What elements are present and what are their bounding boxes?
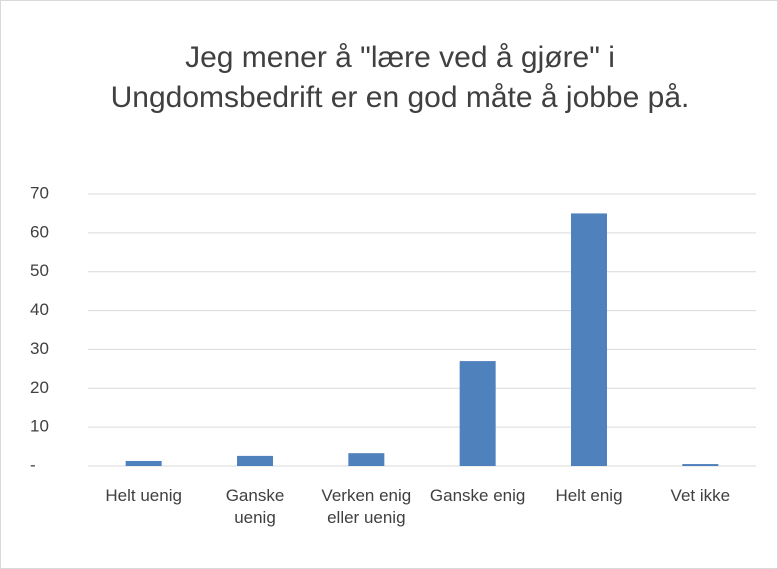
bar <box>125 460 162 466</box>
y-tick-label: 40 <box>30 300 49 319</box>
x-tick-label: Vet ikke <box>670 486 731 505</box>
bar <box>682 464 719 466</box>
x-tick-label: Verken enig eller uenig <box>321 486 412 527</box>
bar <box>348 453 385 466</box>
bar <box>237 455 273 466</box>
x-tick-label: Helt enig <box>555 486 623 505</box>
y-tick-label: 10 <box>30 417 49 436</box>
y-tick-label: 50 <box>30 261 49 280</box>
y-tick-label: 60 <box>30 222 49 241</box>
y-tick-label: 30 <box>30 339 49 358</box>
y-tick-label: - <box>30 455 36 474</box>
y-tick-label: 70 <box>30 183 49 202</box>
x-tick-label: Helt uenig <box>105 486 182 505</box>
x-tick-label: Ganske enig <box>429 486 526 505</box>
x-tick-label: Ganske uenig <box>225 486 285 527</box>
bar <box>459 361 496 466</box>
chart-title: Jeg mener å "lære ved å gjøre" i Ungdoms… <box>110 41 690 114</box>
y-tick-label: 20 <box>30 378 49 397</box>
bar <box>571 213 607 466</box>
